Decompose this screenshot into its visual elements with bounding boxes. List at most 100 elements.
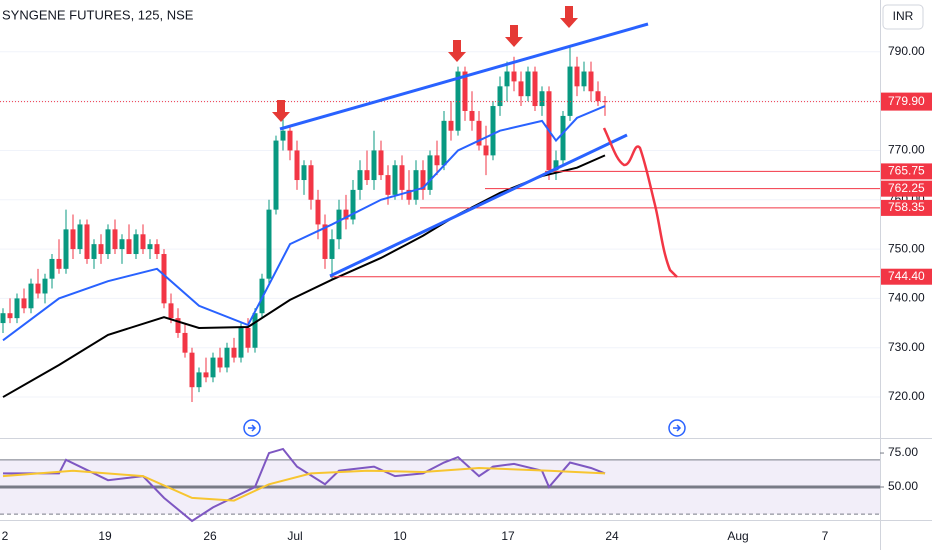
arrow (505, 25, 523, 47)
candle-body (280, 130, 286, 141)
x-tick-label: 17 (501, 529, 515, 543)
level-label-bg (881, 180, 932, 197)
y-tick-label: 75.00 (888, 445, 918, 459)
level-label: 765.75 (888, 164, 925, 178)
candle-body (98, 244, 104, 255)
candle-body (0, 313, 6, 324)
candle-body (539, 91, 545, 107)
candle-body (595, 91, 601, 102)
level-label-bg (881, 163, 932, 180)
y-tick-label: 790.00 (888, 44, 925, 58)
arrow (448, 40, 466, 62)
candle-body (462, 71, 468, 111)
candle-body (427, 155, 433, 190)
x-tick-label: 7 (822, 529, 829, 543)
trendline (279, 22, 649, 131)
y-tick-label: 770.00 (888, 143, 925, 157)
candle-body (42, 278, 48, 294)
arrow (272, 100, 290, 122)
candle-body (252, 313, 258, 348)
candle-body (294, 150, 300, 181)
candle-body (434, 155, 440, 166)
arrow (560, 6, 578, 28)
candle-body (189, 352, 195, 388)
y-tick-label: 720.00 (888, 389, 925, 403)
candle-body (567, 66, 573, 116)
candle-body (14, 298, 20, 319)
candle-body (63, 229, 69, 269)
candle-body (525, 71, 531, 97)
level-label: 762.25 (888, 181, 925, 195)
level-label: 758.35 (888, 200, 925, 214)
candle-body (238, 328, 244, 358)
last-price-bg (881, 92, 932, 111)
candle-body (112, 229, 118, 250)
event-icon[interactable] (668, 419, 686, 437)
candle-body (203, 372, 209, 378)
currency: INR (893, 9, 914, 23)
candle-body (77, 224, 83, 250)
candle-body (35, 283, 41, 294)
candle-body (469, 110, 475, 121)
candle-body (392, 165, 398, 195)
candle-body (182, 332, 188, 353)
title-bg (0, 2, 178, 30)
candle-body (154, 244, 160, 255)
candle-body (175, 318, 181, 333)
candle-body (84, 224, 90, 259)
layers: 790.00780.00770.00760.00750.00740.00730.… (0, 44, 932, 523)
event-icon[interactable] (243, 419, 261, 437)
candle-body (553, 160, 559, 171)
candle-body (378, 150, 384, 176)
last-price-label: 779.90 (888, 94, 925, 108)
currency-button[interactable] (882, 4, 924, 30)
level-label-bg (881, 199, 932, 216)
candle-body (490, 106, 496, 156)
trendline (329, 133, 628, 278)
candle-body (21, 298, 27, 309)
candle-body (196, 372, 202, 388)
x-tick-label: 2 (2, 529, 9, 543)
candle-body (329, 239, 335, 259)
candle-body (105, 229, 111, 255)
freehand (602, 127, 678, 278)
candle-body (560, 115, 566, 161)
candle-body (602, 101, 608, 103)
x-axis: 2 19 26 Jul 10 17 24 Aug 7 (2, 529, 829, 543)
indicator-line (2, 466, 606, 502)
candle-body (399, 165, 405, 190)
candle-body (91, 244, 97, 259)
candle-body (245, 328, 251, 348)
candle-body (385, 175, 391, 195)
x-tick-label: 19 (98, 529, 112, 543)
candle-body (532, 71, 538, 107)
candle-body (231, 347, 237, 358)
candle-body (315, 199, 321, 225)
candle-body (441, 120, 447, 166)
candle-body (364, 170, 370, 181)
candle-body (119, 239, 125, 250)
x-tick-label: 24 (605, 529, 619, 543)
candle-body (483, 145, 489, 156)
candle-body (161, 254, 167, 304)
candle-body (350, 189, 356, 220)
candle-body (147, 244, 153, 250)
candle-body (7, 313, 13, 319)
drawings (243, 6, 686, 437)
candle-body (126, 239, 132, 255)
candle-body (273, 140, 279, 210)
candle-body (133, 234, 139, 255)
candle-body (343, 209, 349, 220)
candle-body (581, 71, 587, 87)
candle-body (455, 71, 461, 131)
candle-body (287, 130, 293, 151)
candle-body (322, 224, 328, 259)
indicator-line (3, 447, 606, 523)
candle-body (497, 86, 503, 107)
level-label: 744.40 (888, 269, 925, 283)
x-tick-label: 10 (393, 529, 407, 543)
candle-body (448, 120, 454, 131)
candle-body (49, 258, 55, 279)
event-icon-glyph (673, 424, 682, 432)
